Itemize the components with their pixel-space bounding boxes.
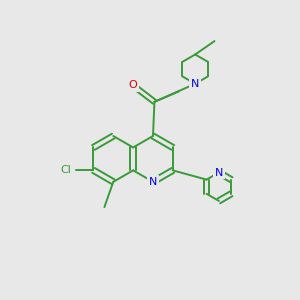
Text: O: O (129, 80, 137, 91)
Text: N: N (191, 79, 200, 89)
Text: N: N (215, 167, 223, 178)
Text: N: N (149, 177, 157, 187)
Text: Cl: Cl (60, 165, 71, 176)
